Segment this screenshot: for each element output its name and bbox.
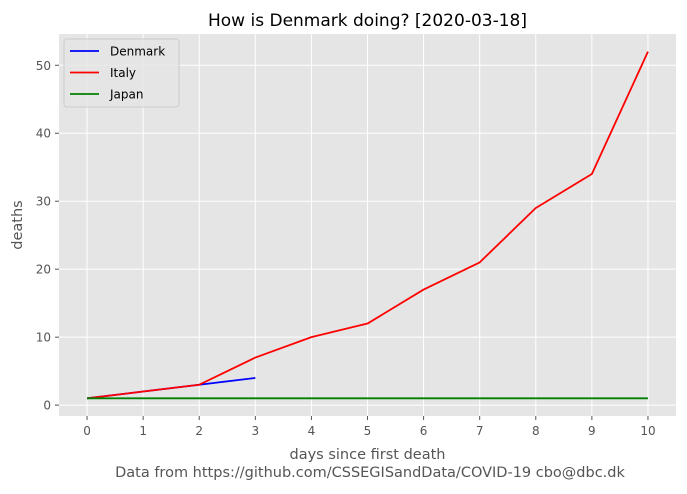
y-tick-label: 40 (36, 127, 51, 141)
y-tick-label: 10 (36, 331, 51, 345)
y-axis-label: deaths (10, 200, 26, 249)
legend-label-japan: Japan (109, 88, 143, 102)
y-axis-ticks: 0 10 20 30 40 50 (36, 59, 59, 413)
series-lines (86, 51, 649, 400)
x-tick-label: 5 (364, 424, 372, 438)
x-tick-label: 8 (532, 424, 540, 438)
x-tick-label: 3 (251, 424, 259, 438)
legend: Denmark Italy Japan (63, 38, 180, 108)
x-axis-label: days since first death (290, 447, 446, 463)
legend-label-italy: Italy (110, 66, 136, 80)
grid-lines (59, 34, 676, 416)
y-tick-label: 20 (36, 263, 51, 277)
chart-title: How is Denmark doing? [2020-03-18] (208, 11, 527, 31)
series-line-italy (86, 51, 649, 400)
y-tick-label: 50 (36, 59, 51, 73)
x-tick-label: 0 (83, 424, 91, 438)
x-tick-label: 2 (195, 424, 203, 438)
y-tick-label: 0 (43, 399, 51, 413)
x-tick-label: 6 (420, 424, 428, 438)
x-tick-label: 9 (588, 424, 596, 438)
x-tick-label: 1 (139, 424, 147, 438)
y-tick-label: 30 (36, 195, 51, 209)
x-tick-label: 10 (640, 424, 655, 438)
x-axis-ticks: 0 1 2 3 4 5 6 7 8 9 10 (83, 416, 656, 438)
x-tick-label: 4 (308, 424, 316, 438)
legend-box (63, 38, 180, 108)
x-tick-label: 7 (476, 424, 484, 438)
legend-label-denmark: Denmark (110, 45, 165, 59)
source-caption: Data from https://github.com/CSSEGISandD… (115, 465, 625, 481)
